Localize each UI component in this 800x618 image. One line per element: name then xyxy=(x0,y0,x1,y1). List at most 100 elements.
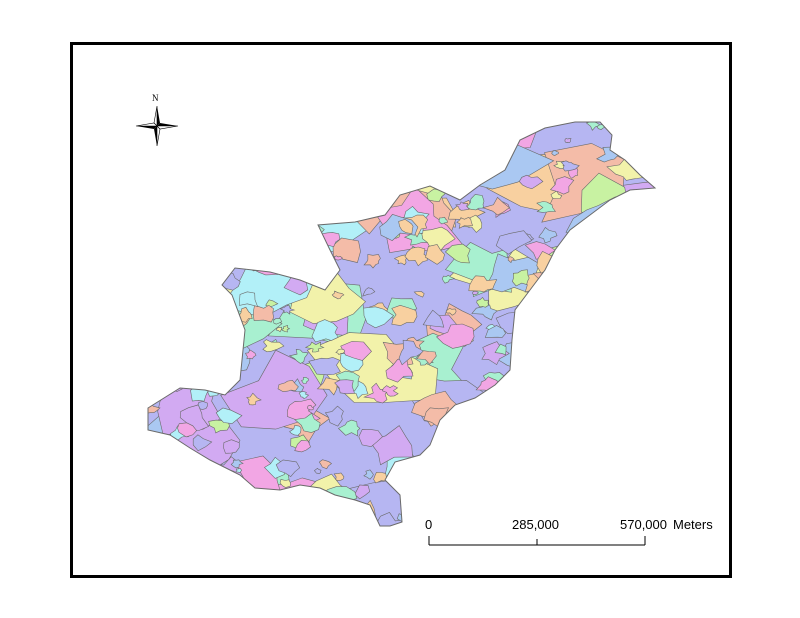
geologic-unit xyxy=(195,208,207,219)
geologic-unit xyxy=(215,407,243,424)
geologic-unit xyxy=(632,134,654,158)
geologic-unit xyxy=(287,503,332,526)
geologic-unit xyxy=(192,434,213,452)
geologic-unit xyxy=(495,230,533,255)
geologic-unit xyxy=(148,205,196,243)
geologic-unit xyxy=(301,202,326,214)
geologic-unit xyxy=(168,272,191,288)
geologic-unit xyxy=(262,181,286,199)
geologic-unit xyxy=(152,200,180,225)
north-arrow-icon xyxy=(135,105,179,147)
geologic-unit xyxy=(549,176,575,195)
geologic-unit xyxy=(275,326,283,333)
geologic-unit xyxy=(148,216,164,231)
geologic-unit xyxy=(566,293,634,334)
geologic-unit xyxy=(516,327,533,343)
geologic-unit xyxy=(266,512,294,526)
geologic-unit xyxy=(636,202,655,226)
geologic-unit xyxy=(653,426,655,432)
geologic-unit xyxy=(362,287,376,297)
geologic-unit xyxy=(549,261,648,332)
geologic-unit xyxy=(529,404,545,420)
geologic-unit xyxy=(252,501,280,523)
geologic-unit xyxy=(382,385,399,397)
geologic-unit xyxy=(179,355,186,361)
geologic-unit xyxy=(313,468,322,475)
geologic-unit xyxy=(441,274,456,284)
geologic-unit xyxy=(313,135,325,145)
geologic-unit xyxy=(277,216,295,235)
geologic-unit xyxy=(288,243,319,260)
geologic-unit xyxy=(294,412,321,433)
geologic-unit xyxy=(549,292,574,310)
geologic-unit xyxy=(148,270,167,291)
geologic-unit xyxy=(175,466,238,513)
geologic-unit xyxy=(458,412,537,472)
geologic-unit xyxy=(609,357,628,374)
geologic-unit xyxy=(620,202,653,225)
geologic-unit xyxy=(409,465,420,475)
geologic-unit xyxy=(271,143,302,170)
geologic-unit xyxy=(551,150,560,156)
geologic-unit xyxy=(348,122,362,129)
geologic-unit xyxy=(347,154,357,163)
geologic-unit xyxy=(251,246,267,258)
geologic-unit xyxy=(341,500,371,523)
geologic-unit xyxy=(351,185,369,197)
geologic-unit xyxy=(234,167,243,174)
geologic-unit xyxy=(257,122,282,148)
geologic-unit xyxy=(294,439,311,453)
geologic-unit xyxy=(298,391,310,399)
geologic-unit xyxy=(623,372,654,392)
geologic-unit xyxy=(472,290,479,296)
geologic-unit xyxy=(397,172,420,191)
geologic-unit xyxy=(246,392,262,406)
geologic-unit xyxy=(622,413,642,427)
geologic-unit xyxy=(219,187,240,197)
geologic-unit xyxy=(616,385,654,402)
geologic-unit xyxy=(211,482,237,501)
geologic-unit xyxy=(491,488,520,509)
geologic-unit xyxy=(558,302,572,311)
geologic-unit xyxy=(158,363,183,381)
geologic-unit xyxy=(257,510,292,526)
geologic-unit xyxy=(478,520,493,526)
geologic-unit xyxy=(148,171,168,199)
geologic-unit xyxy=(244,253,273,272)
geologic-unit xyxy=(161,248,178,262)
geologic-unit xyxy=(446,442,482,464)
geologic-unit xyxy=(277,379,299,393)
geologic-unit xyxy=(481,341,510,366)
geologic-unit xyxy=(292,240,313,257)
geologic-unit xyxy=(550,190,563,199)
geologic-unit xyxy=(630,257,655,279)
geologic-unit xyxy=(384,131,400,145)
geologic-unit xyxy=(285,169,304,187)
geologic-unit xyxy=(148,507,162,520)
geologic-unit xyxy=(196,188,209,198)
geologic-unit xyxy=(557,500,572,512)
geologic-unit xyxy=(570,300,584,308)
geologic-unit xyxy=(228,172,234,177)
geologic-unit xyxy=(397,130,409,140)
scale-bar xyxy=(428,536,646,546)
geologic-unit xyxy=(521,441,536,452)
geologic-unit xyxy=(292,231,301,240)
geologic-unit xyxy=(507,256,515,264)
geologic-unit xyxy=(467,504,502,520)
geologic-unit xyxy=(289,425,302,436)
geologic-unit xyxy=(371,183,387,193)
geologic-unit xyxy=(499,462,524,489)
geologic-unit xyxy=(570,511,600,526)
geologic-unit xyxy=(363,469,374,480)
geologic-unit xyxy=(156,259,189,283)
geologic-unit xyxy=(589,339,655,420)
geologic-unit xyxy=(379,214,419,241)
map-frame xyxy=(70,42,732,578)
geologic-unit xyxy=(150,243,164,254)
geologic-unit xyxy=(572,416,586,429)
geologic-unit xyxy=(583,256,590,262)
geologic-unit xyxy=(196,127,215,142)
geologic-unit xyxy=(574,332,592,348)
